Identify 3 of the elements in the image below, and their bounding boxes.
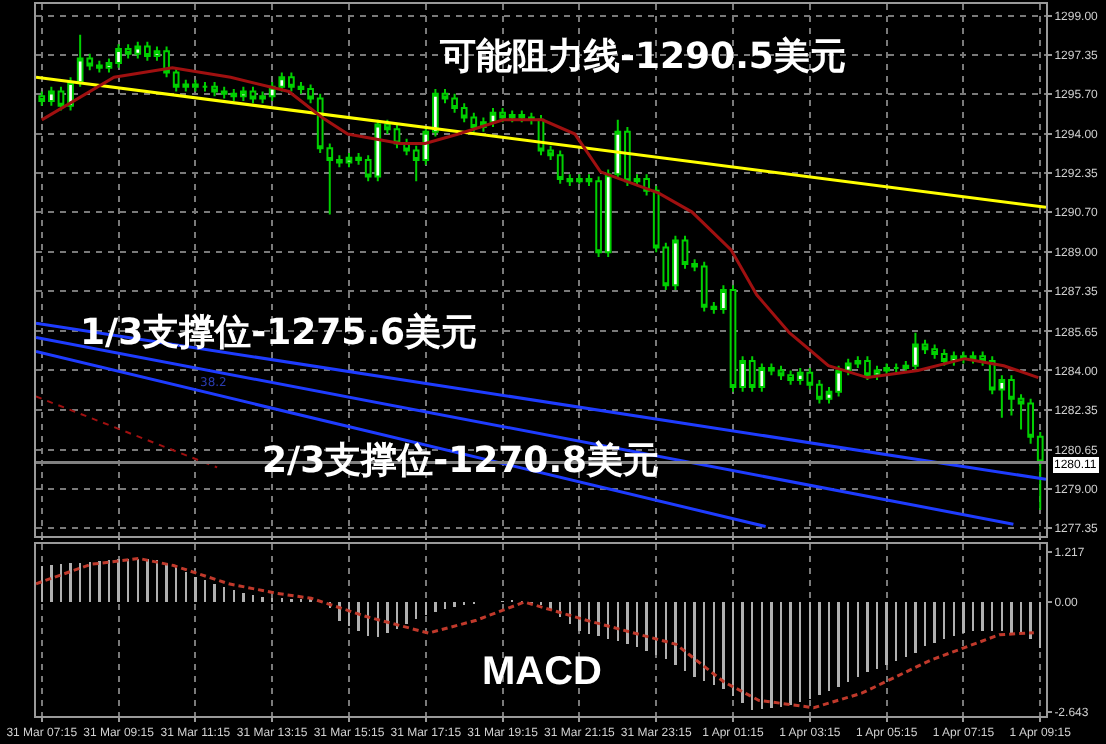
candlestick	[201, 81, 209, 93]
annotation: MACD	[482, 650, 602, 694]
annotation: 可能阻力线-1290.5美元	[438, 36, 846, 78]
